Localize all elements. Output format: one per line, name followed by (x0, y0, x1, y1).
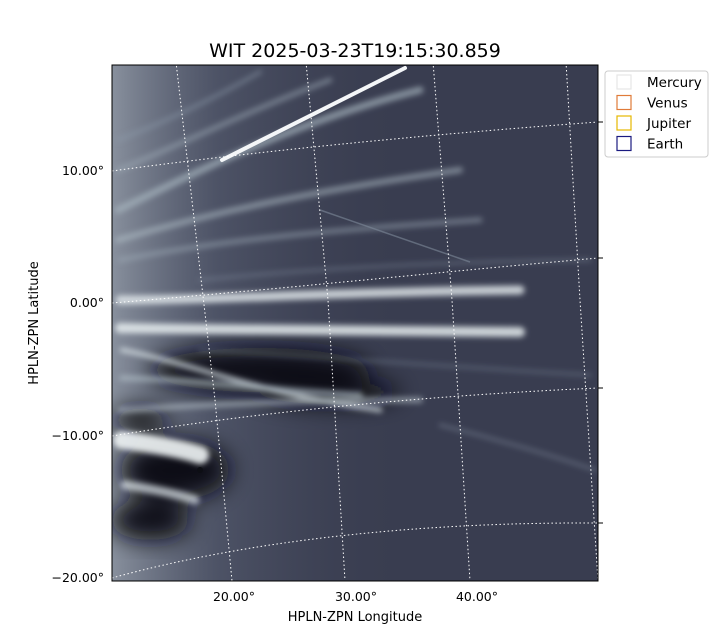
coordinate-grid (112, 65, 598, 581)
x-axis-label: HPLN-ZPN Longitude (288, 610, 423, 625)
solar-wind-image (112, 65, 598, 581)
axes-frame (111, 64, 599, 582)
legend-marker-jupiter (616, 115, 632, 131)
legend-marker-venus (616, 94, 632, 111)
y-axis-label: HPLN-ZPN Latitude (27, 261, 42, 384)
legend-label-mercury: Mercury (647, 75, 702, 91)
legend-label-jupiter: Jupiter (646, 116, 691, 132)
legend-marker-mercury (616, 74, 632, 90)
x-tick-label: 20.00° (213, 589, 255, 604)
x-tick-label: 40.00° (456, 589, 498, 604)
legend-label-venus: Venus (647, 96, 688, 112)
legend-box (604, 70, 709, 158)
y-tick-label: 0.00° (70, 295, 104, 310)
y-tick-label: −10.00° (51, 428, 104, 443)
legend-label-earth: Earth (647, 137, 683, 153)
y-tick-label: 10.00° (62, 163, 104, 178)
plot-title: WIT 2025-03-23T19:15:30.859 (209, 40, 501, 62)
y-tick-label: −20.00° (51, 570, 104, 585)
legend-marker-earth (616, 135, 632, 152)
legend: Mercury Venus Jupiter Earth (604, 70, 709, 158)
bright-streak (220, 66, 407, 162)
x-tick-label: 30.00° (335, 589, 377, 604)
